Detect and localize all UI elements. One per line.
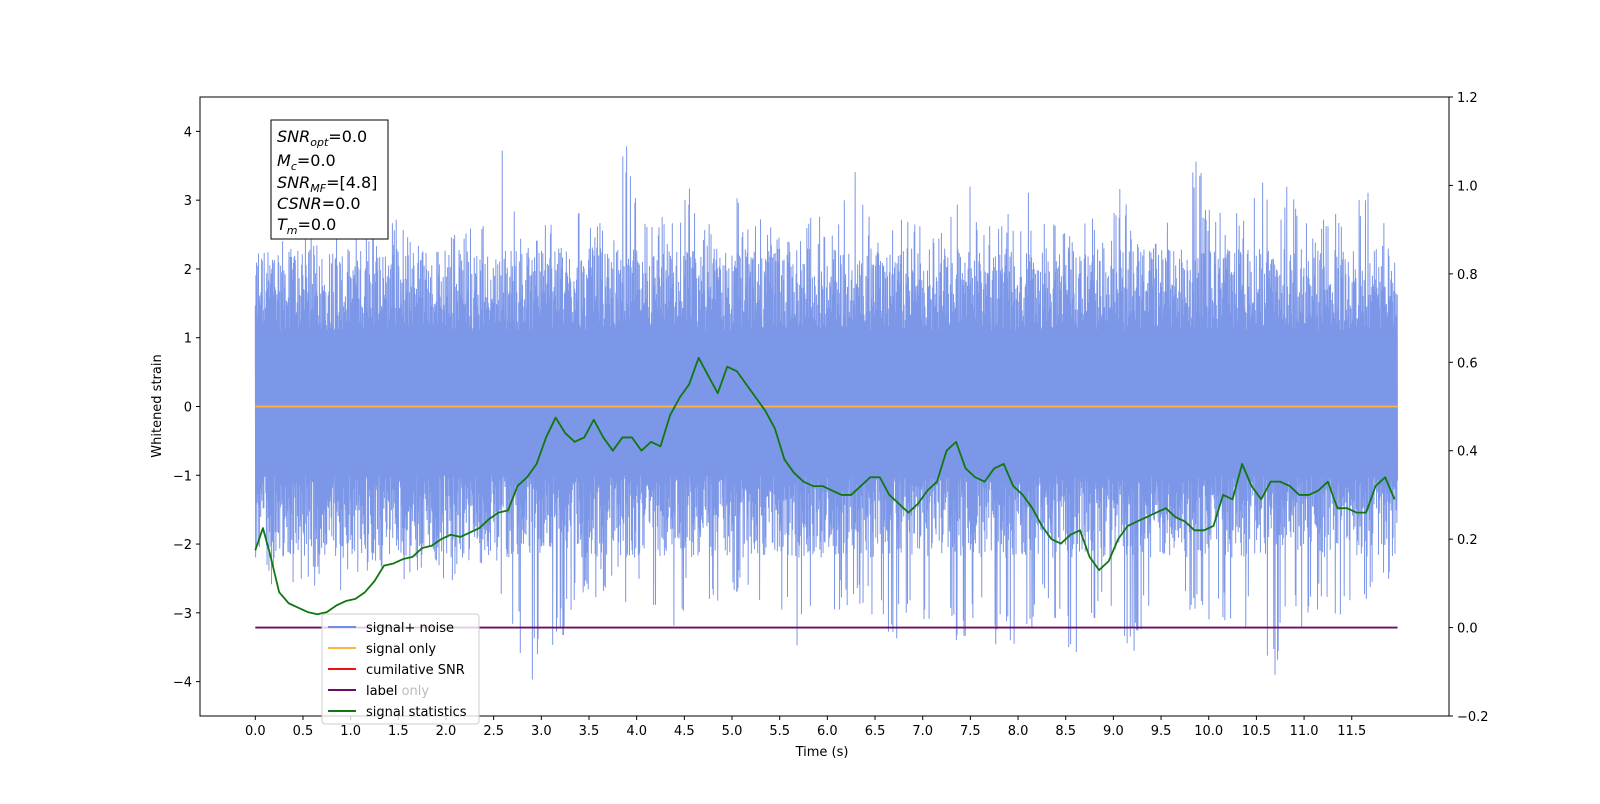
y2-tick-label: 0.2 [1457,533,1478,548]
y-axis-left: −4 −3 −2 −1 0 1 2 3 4 [173,125,200,691]
y-tick-label: −2 [173,538,192,553]
x-tick-label: 11.0 [1290,724,1319,739]
legend: label only signal+ noise signal only cumila… [321,613,480,725]
x-tick-label: 5.5 [769,724,790,739]
legend-hidden-label: label only [366,684,429,699]
x-tick-label: 6.5 [865,724,886,739]
x-tick-label: 0.0 [245,724,266,739]
y2-tick-label: 1.2 [1457,91,1478,106]
legend-label: label [366,684,397,699]
x-tick-label: 2.5 [483,724,504,739]
y-tick-label: 4 [184,125,192,140]
x-tick-label: 1.0 [340,724,361,739]
annotation-line: Tm=0.0 [277,215,336,237]
x-tick-label: 4.0 [626,724,647,739]
legend-label: signal+ noise [366,621,454,636]
y-axis-right: −0.2 0.0 0.2 0.4 0.6 0.8 1.0 1.2 [1449,91,1489,725]
x-tick-label: 9.5 [1151,724,1172,739]
y-axis-label: Whitened strain [150,354,165,457]
x-axis-label: Time (s) [795,745,849,760]
legend-label: signal statistics [366,705,467,720]
x-tick-label: 4.5 [674,724,695,739]
x-tick-label: 3.5 [579,724,600,739]
y-tick-label: −4 [173,676,192,691]
y-tick-label: 2 [184,263,192,278]
y2-tick-label: 0.8 [1457,268,1478,283]
annotation-line: SNRMF=[4.8] [277,173,377,195]
annotation-line: Mc=0.0 [277,151,336,173]
x-axis: 0.0 0.5 1.0 1.5 2.0 2.5 3.0 3.5 4.0 4.5 5.0 5.5 6.0 6… [245,716,1366,739]
x-tick-label: 7.0 [912,724,933,739]
y-tick-label: −1 [173,469,192,484]
y-tick-label: −3 [173,607,192,622]
x-tick-label: 1.5 [388,724,409,739]
x-tick-label: 10.0 [1194,724,1223,739]
x-tick-label: 0.5 [293,724,314,739]
annotation-frame [270,119,389,240]
y2-tick-label: −0.2 [1457,710,1489,725]
y-tick-label: 3 [184,194,192,209]
x-tick-label: 5.0 [722,724,743,739]
legend-label: cumilative SNR [366,663,465,678]
x-tick-label: 10.5 [1242,724,1271,739]
x-tick-label: 8.5 [1055,724,1076,739]
y-tick-label: 0 [184,401,192,416]
x-tick-label: 3.0 [531,724,552,739]
y2-tick-label: 0.4 [1457,445,1478,460]
legend-frame [321,613,480,725]
x-tick-label: 9.0 [1103,724,1124,739]
y2-tick-label: 0.0 [1457,622,1478,637]
noise-series-layer [254,146,1399,680]
y2-tick-label: 0.6 [1457,356,1478,371]
y2-tick-label: 1.0 [1457,179,1478,194]
y-tick-label: 1 [184,332,192,347]
series-line-signal-statistics [254,356,1396,616]
annotation-line: SNRopt=0.0 [277,127,367,149]
x-tick-label: 8.0 [1008,724,1029,739]
x-tick-label: 7.5 [960,724,981,739]
x-tick-label: 11.5 [1337,724,1366,739]
series-line-signal-noise [254,146,1399,680]
annotation-line: CSNR=0.0 [277,194,361,213]
x-tick-label: 6.0 [817,724,838,739]
x-tick-label: 2.0 [436,724,457,739]
legend-label: signal only [366,642,436,657]
